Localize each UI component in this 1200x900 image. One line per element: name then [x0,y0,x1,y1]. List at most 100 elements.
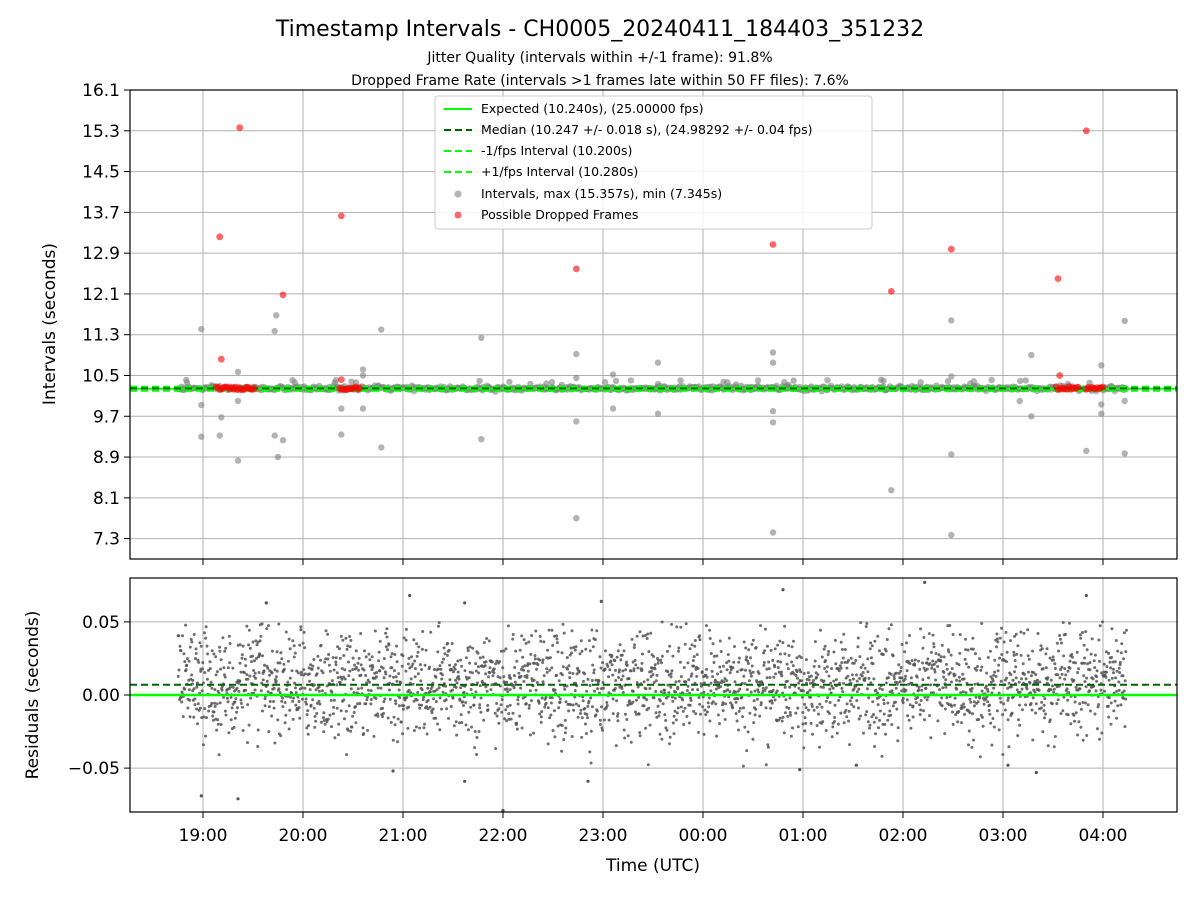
residual-point [272,700,275,703]
residual-point [776,643,780,647]
residual-point [670,622,674,626]
residual-point [317,685,321,689]
residual-point [1120,642,1124,646]
residual-point [806,671,810,675]
residual-point [825,670,829,674]
residual-point [623,736,627,740]
residual-point [777,718,780,722]
residual-point [922,636,926,639]
residual-point [977,718,981,721]
residual-point [273,741,277,745]
residual-point [644,634,647,637]
residual-point [1110,627,1114,631]
residual-point [546,742,550,746]
interval-outlier-point [359,372,367,379]
residual-point [1095,679,1099,683]
residual-point [842,681,845,685]
residual-point [876,634,880,638]
residual-point [192,687,196,691]
residual-point [1018,723,1022,727]
residual-point [529,652,533,656]
residual-point [889,713,893,717]
residual-point [343,668,347,672]
residual-point [391,738,395,742]
residual-point [376,686,380,690]
residual-point [551,729,555,732]
residual-point [303,646,307,650]
residual-point [1115,689,1119,693]
residual-point [737,656,741,660]
residual-point [351,656,355,660]
residual-point [1006,686,1010,690]
residual-point [263,704,267,708]
residual-point [508,703,512,707]
x-tick-label: 02:00 [879,826,928,846]
residual-point [354,721,358,725]
residual-point [942,675,946,679]
residual-point [872,677,876,681]
residual-point [950,704,954,708]
residual-point [259,689,263,693]
residual-point [420,703,424,707]
residual-point [715,654,719,658]
residual-point [338,681,342,684]
residual-point [1093,712,1097,716]
residual-point [1010,711,1014,715]
residual-point [971,647,975,651]
residual-point [479,696,483,700]
residual-point [488,666,492,670]
residual-point [498,676,502,680]
residual-point [783,652,787,656]
residual-point [514,649,518,653]
residual-point [239,698,243,702]
residual-point [954,713,958,717]
residual-point [365,681,369,685]
residual-point [884,649,888,653]
residual-point [788,685,792,689]
residual-point [615,714,619,718]
residual-point [528,733,532,737]
residual-point [1117,688,1121,692]
residual-point [1051,684,1054,688]
residual-point [478,703,482,707]
residual-point [826,696,830,700]
residual-point [785,679,789,683]
residual-point [1088,709,1092,713]
residual-point [843,648,847,651]
residual-point [995,645,998,649]
residuals-reference-lines [130,683,1177,697]
residual-point [189,637,193,641]
residual-point [495,702,499,705]
residual-point [349,729,353,733]
residual-point [913,663,917,667]
residual-point [1089,652,1093,656]
residual-point [369,702,373,706]
residual-point [571,672,575,675]
residual-point [748,669,752,673]
residual-point [734,700,738,704]
residual-point [565,684,569,688]
residual-point [508,674,511,677]
residual-point [951,710,954,714]
residual-point [856,645,860,649]
residual-point [812,708,816,712]
residual-point [412,699,416,703]
residual-point [344,636,348,640]
residual-point [1107,696,1111,700]
residual-point [533,661,536,665]
residual-point [419,679,423,683]
residual-point [371,665,375,669]
residual-point [1037,688,1041,692]
residual-point [177,634,181,638]
residual-point [417,645,421,649]
residual-point [869,681,873,685]
residual-point [1082,661,1086,665]
residual-point [971,712,975,716]
residual-point [968,711,972,715]
residual-point [245,624,249,628]
residual-point [690,643,694,647]
residuals-y-tick-label: 0.00 [82,686,120,706]
residual-point [970,745,974,749]
residual-point [872,720,876,724]
residual-point [795,670,799,674]
